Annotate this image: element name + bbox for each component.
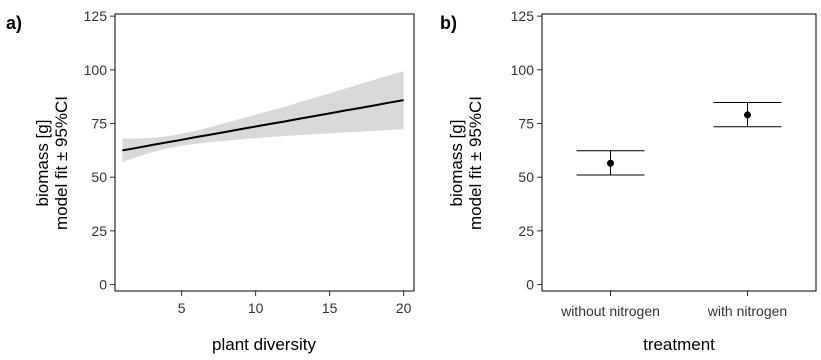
- panel-b-category-label: with nitrogen: [707, 303, 787, 319]
- panel-a-y-tick-label: 25: [91, 223, 107, 239]
- panel-a: a) biomass [g] model fit ± 95%CI 0 25 50 75…: [6, 8, 415, 354]
- panel-a-x-tick-label: 15: [322, 300, 338, 316]
- panel-a-y-axis-title-line-1: biomass [g]: [33, 120, 52, 207]
- panel-b: b) biomass [g] model fit ± 95%CI 0 25 50 75…: [440, 8, 817, 354]
- panel-b-y-axis-title-line-1: biomass [g]: [447, 120, 466, 207]
- panel-a-y-axis-title-line-2: model fit ± 95%CI: [52, 96, 71, 230]
- panel-a-y-tick-label: 0: [99, 277, 107, 293]
- panel-b-y-tick-label: 125: [511, 8, 535, 24]
- panel-a-y-tick-label: 125: [84, 8, 108, 24]
- panel-a-x-tick-label: 20: [396, 300, 412, 316]
- panel-b-x-axis-title: treatment: [643, 335, 715, 354]
- panel-b-y-axis-title: biomass [g] model fit ± 95%CI: [447, 96, 485, 230]
- panel-b-category-label: without nitrogen: [560, 303, 660, 319]
- panel-b-y-tick-label: 0: [526, 277, 534, 293]
- panel-b-ticks: 0 25 50 75 100 125 without nitrogen with nitrog…: [511, 8, 788, 319]
- panel-b-label: b): [440, 13, 457, 33]
- panel-a-frame: [114, 13, 415, 292]
- fit-line: [122, 99, 404, 152]
- panel-b-y-tick-label: 50: [518, 169, 534, 185]
- panel-b-frame: [541, 13, 817, 292]
- panel-b-y-tick-label: 100: [511, 62, 535, 78]
- panel-a-plot-area: [114, 13, 415, 292]
- panel-b-y-tick-label: 25: [518, 223, 534, 239]
- panel-a-label: a): [6, 13, 22, 33]
- panel-b-plot-area: [541, 13, 817, 292]
- panel-a-y-tick-label: 100: [84, 62, 108, 78]
- panel-b-y-tick-label: 75: [518, 116, 534, 132]
- panel-a-y-tick-label: 75: [91, 116, 107, 132]
- panel-a-ticks: 0 25 50 75 100 125 5 10 15 20: [84, 8, 412, 316]
- estimate-point: [744, 111, 751, 119]
- estimate-point: [607, 159, 614, 167]
- panel-a-x-tick-label: 10: [248, 300, 264, 316]
- panel-a-x-tick-label: 5: [178, 300, 186, 316]
- panel-a-x-axis-title: plant diversity: [212, 335, 316, 354]
- confidence-band: [122, 71, 404, 163]
- panel-b-y-axis-title-line-2: model fit ± 95%CI: [466, 96, 485, 230]
- panel-a-y-tick-label: 50: [91, 169, 107, 185]
- panel-a-y-axis-title: biomass [g] model fit ± 95%CI: [33, 96, 71, 230]
